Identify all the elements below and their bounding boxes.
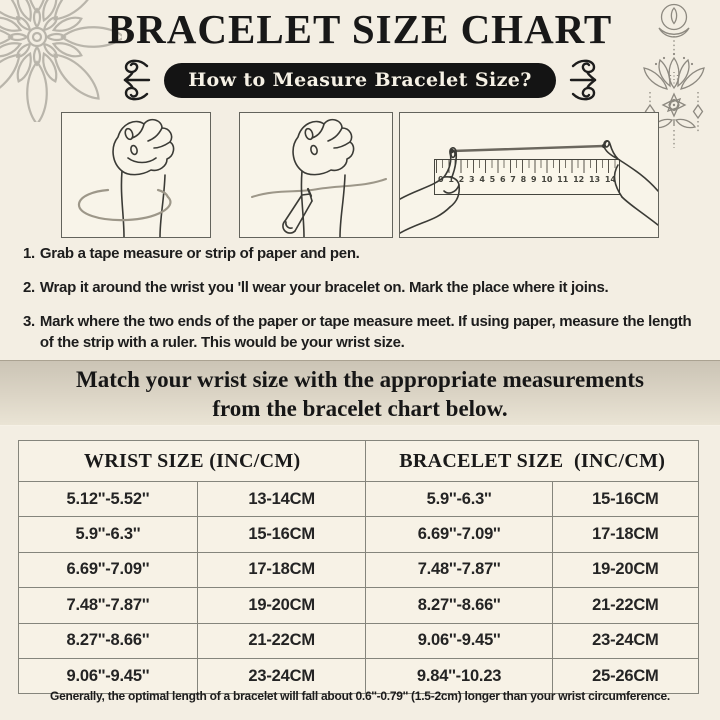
bracelet-size-header: BRACELET SIZE (INC/CM) xyxy=(365,440,699,482)
table-cell: 21-22CM xyxy=(196,622,367,659)
wrist-size-header: WRIST SIZE (INC/CM) xyxy=(17,440,367,482)
table-header-row: WRIST SIZE (INC/CM) BRACELET SIZE (INC/C… xyxy=(17,440,699,482)
table-cell: 19-20CM xyxy=(196,587,367,624)
ruler-number: 12 xyxy=(573,175,585,184)
illustration-wrap-tape xyxy=(61,112,211,238)
table-row: 5.9''-6.3'' 15-16CM 6.69''-7.09'' 17-18CM xyxy=(18,516,700,553)
banner-line-2: from the bracelet chart below. xyxy=(212,396,508,421)
ruler-number: 2 xyxy=(458,175,465,184)
lotus-pendant-icon xyxy=(643,3,705,148)
ruler-number: 7 xyxy=(510,175,516,184)
ruler-number: 5 xyxy=(489,175,496,184)
step-number: 2. xyxy=(23,278,35,296)
table-cell: 6.69''-7.09'' xyxy=(18,551,198,589)
illustration-measure-ruler: 0 1 2 3 4 5 6 7 8 9 10 11 12 13 14 xyxy=(399,112,659,238)
table-cell: 7.48''-7.87'' xyxy=(365,551,553,589)
table-cell: 5.9''-6.3'' xyxy=(365,480,553,518)
ruler-number: 1 xyxy=(448,175,454,184)
step-number: 3. xyxy=(23,312,35,330)
banner-line-1: Match your wrist size with the appropria… xyxy=(76,367,644,392)
step-text: Mark where the two ends of the paper or … xyxy=(39,312,692,352)
table-cell: 7.48''-7.87'' xyxy=(18,587,198,624)
table-cell: 23-24CM xyxy=(196,657,367,695)
table-cell: 5.12''-5.52'' xyxy=(18,480,198,518)
instruction-banner: Match your wrist size with the appropria… xyxy=(0,360,720,426)
table-cell: 13-14CM xyxy=(196,480,367,518)
table-row: 9.06''-9.45'' 23-24CM 9.84''-10.23 25-26CM xyxy=(18,657,700,695)
step-item: 1. Grab a tape measure or strip of paper… xyxy=(23,243,702,265)
table-cell: 9.06''-9.45'' xyxy=(365,622,553,659)
size-table-body: 5.12''-5.52'' 13-14CM 5.9''-6.3'' 15-16CM 5.… xyxy=(18,480,700,695)
footer-note: Generally, the optimal length of a brace… xyxy=(49,689,671,703)
mandala-flower-icon xyxy=(0,0,122,122)
table-cell: 17-18CM xyxy=(551,516,700,553)
table-cell: 5.9''-6.3'' xyxy=(18,516,198,553)
step-item: 2. Wrap it around the wrist you 'll wear… xyxy=(23,277,702,299)
table-row: 5.12''-5.52'' 13-14CM 5.9''-6.3'' 15-16CM xyxy=(18,480,700,518)
ruler-number: 9 xyxy=(530,175,537,184)
step-text: Wrap it around the wrist you 'll wear yo… xyxy=(39,278,609,296)
table-cell: 19-20CM xyxy=(551,551,700,589)
table-row: 7.48''-7.87'' 19-20CM 8.27''-8.66'' 21-22CM xyxy=(18,587,700,624)
ruler-number: 3 xyxy=(468,175,475,184)
table-cell: 15-16CM xyxy=(196,516,367,553)
step-number: 1. xyxy=(23,245,35,262)
table-cell: 21-22CM xyxy=(551,587,700,624)
size-table: WRIST SIZE (INC/CM) BRACELET SIZE (INC/C… xyxy=(17,440,700,695)
table-cell: 6.69''-7.09'' xyxy=(365,516,553,553)
step-item: 3. Mark where the two ends of the paper … xyxy=(23,311,702,355)
instruction-steps: 1. Grab a tape measure or strip of paper… xyxy=(23,243,702,366)
flourish-left-icon xyxy=(123,59,151,101)
flourish-right-icon xyxy=(569,59,596,101)
table-cell: 23-24CM xyxy=(551,622,700,659)
page-title: BRACELET SIZE CHART xyxy=(107,6,613,52)
table-cell: 25-26CM xyxy=(551,657,700,695)
table-cell: 8.27''-8.66'' xyxy=(365,587,553,624)
table-cell: 17-18CM xyxy=(196,551,367,589)
how-to-measure-row: How to Measure Bracelet Size? xyxy=(0,58,720,102)
how-to-measure-pill: How to Measure Bracelet Size? xyxy=(164,62,556,98)
table-cell: 15-16CM xyxy=(551,480,700,518)
ruler-number: 10 xyxy=(541,175,553,184)
step-text: Grab a tape measure or strip of paper an… xyxy=(39,245,360,262)
ruler-number: 4 xyxy=(479,175,485,184)
ruler-major-ticks xyxy=(436,160,618,173)
table-row: 8.27''-8.66'' 21-22CM 9.06''-9.45'' 23-24CM xyxy=(18,622,700,659)
table-cell: 9.84''-10.23 xyxy=(365,657,553,695)
table-cell: 8.27''-8.66'' xyxy=(18,622,198,659)
ruler-number: 6 xyxy=(499,175,506,184)
ruler-number: 13 xyxy=(588,175,601,184)
ruler-number: 14 xyxy=(604,175,616,184)
ruler: 0 1 2 3 4 5 6 7 8 9 10 11 12 13 14 xyxy=(434,159,620,195)
table-row: 6.69''-7.09'' 17-18CM 7.48''-7.87'' 19-20CM xyxy=(18,551,700,589)
ruler-number: 11 xyxy=(557,175,569,184)
table-cell: 9.06''-9.45'' xyxy=(18,657,198,695)
illustration-mark-pen xyxy=(239,112,393,238)
ruler-number: 8 xyxy=(520,175,527,184)
